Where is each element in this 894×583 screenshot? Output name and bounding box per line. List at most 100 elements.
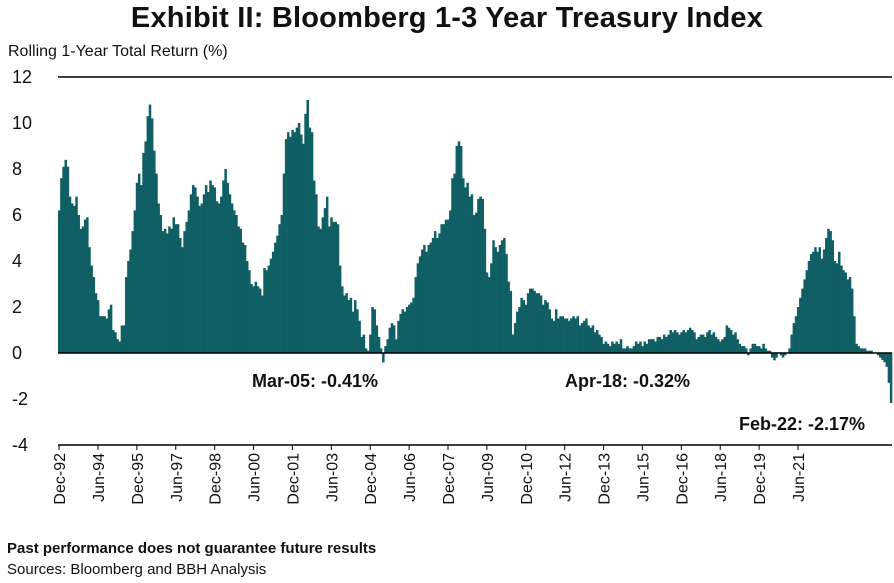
bar	[505, 254, 508, 353]
bar	[535, 293, 539, 353]
bar	[837, 251, 841, 353]
bar	[120, 325, 124, 353]
bar	[831, 240, 835, 353]
bar	[265, 270, 268, 353]
x-tick-label: Dec-98	[208, 453, 225, 505]
x-tick-label: Dec-10	[519, 453, 536, 505]
bar	[868, 350, 871, 353]
bar	[338, 265, 342, 353]
bar	[820, 258, 824, 353]
bar	[859, 348, 863, 353]
bar	[308, 127, 312, 353]
bar	[721, 339, 724, 353]
bar	[304, 113, 307, 353]
bar	[163, 228, 167, 353]
bar	[312, 180, 316, 353]
bar	[766, 350, 770, 353]
bar	[271, 251, 275, 353]
bar	[360, 336, 363, 353]
bar	[325, 196, 329, 353]
bar	[135, 182, 139, 353]
bar	[408, 304, 411, 353]
bar	[876, 353, 880, 356]
bar	[531, 288, 534, 353]
bar	[833, 261, 837, 353]
bar	[745, 348, 748, 353]
bar	[423, 244, 426, 353]
bar	[276, 235, 279, 353]
bar	[740, 346, 744, 353]
bar	[230, 203, 234, 353]
bar	[444, 219, 448, 353]
bar	[440, 224, 443, 353]
bar	[94, 293, 98, 353]
x-tick-label: Dec-19	[752, 453, 769, 505]
y-tick-label: 12	[12, 67, 32, 87]
bar	[319, 228, 322, 353]
bar	[269, 258, 273, 353]
bar	[503, 238, 506, 353]
bar	[351, 311, 355, 353]
bar	[758, 346, 761, 353]
disclaimer-note: Past performance does not guarantee futu…	[7, 540, 377, 557]
bar	[73, 205, 76, 353]
bar	[207, 192, 210, 353]
bar	[736, 339, 739, 353]
bar	[472, 215, 476, 353]
bar	[315, 194, 318, 353]
bar	[442, 224, 446, 353]
bar	[416, 263, 420, 353]
bar	[243, 244, 247, 353]
bar	[252, 286, 255, 353]
bar	[835, 263, 839, 353]
bar	[768, 350, 772, 353]
bar	[626, 346, 629, 353]
bar	[185, 221, 188, 353]
x-tick-label: Jun-94	[91, 453, 108, 502]
bar	[64, 159, 67, 353]
bar	[727, 327, 731, 353]
bar	[807, 261, 811, 353]
bar	[284, 139, 288, 353]
bar	[245, 261, 249, 353]
bar	[809, 254, 813, 353]
bar	[250, 284, 253, 353]
x-tick-label: Dec-95	[130, 453, 147, 505]
bar	[656, 336, 659, 353]
bar	[755, 346, 759, 353]
bar	[215, 201, 219, 353]
bar	[410, 302, 413, 353]
bar	[788, 348, 791, 353]
bar	[148, 104, 152, 353]
bar-series	[58, 100, 893, 403]
bar	[487, 277, 491, 353]
bar	[691, 330, 694, 353]
bar	[321, 217, 325, 353]
bar	[513, 323, 517, 353]
bar	[388, 327, 392, 353]
bar	[704, 336, 707, 353]
bar	[224, 169, 227, 353]
bar	[356, 309, 359, 353]
bar	[554, 309, 558, 353]
bar	[563, 318, 567, 353]
annotations: Mar-05: -0.41% Apr-18: -0.32% Feb-22: -2.1…	[252, 371, 865, 434]
bar	[233, 210, 236, 353]
bar	[574, 318, 577, 353]
annotation-label: Apr-18: -0.32%	[565, 371, 690, 391]
bar	[665, 336, 668, 353]
bar	[405, 307, 409, 353]
bar	[172, 217, 176, 353]
bar	[522, 300, 526, 353]
bar	[181, 247, 184, 353]
bar	[189, 194, 193, 353]
bar	[334, 221, 338, 353]
bar	[773, 353, 776, 361]
bar	[500, 240, 504, 353]
bar	[591, 325, 595, 353]
bar	[103, 316, 106, 353]
bar	[198, 205, 201, 353]
bar	[624, 348, 627, 353]
bar	[747, 353, 750, 356]
bar	[615, 341, 618, 353]
